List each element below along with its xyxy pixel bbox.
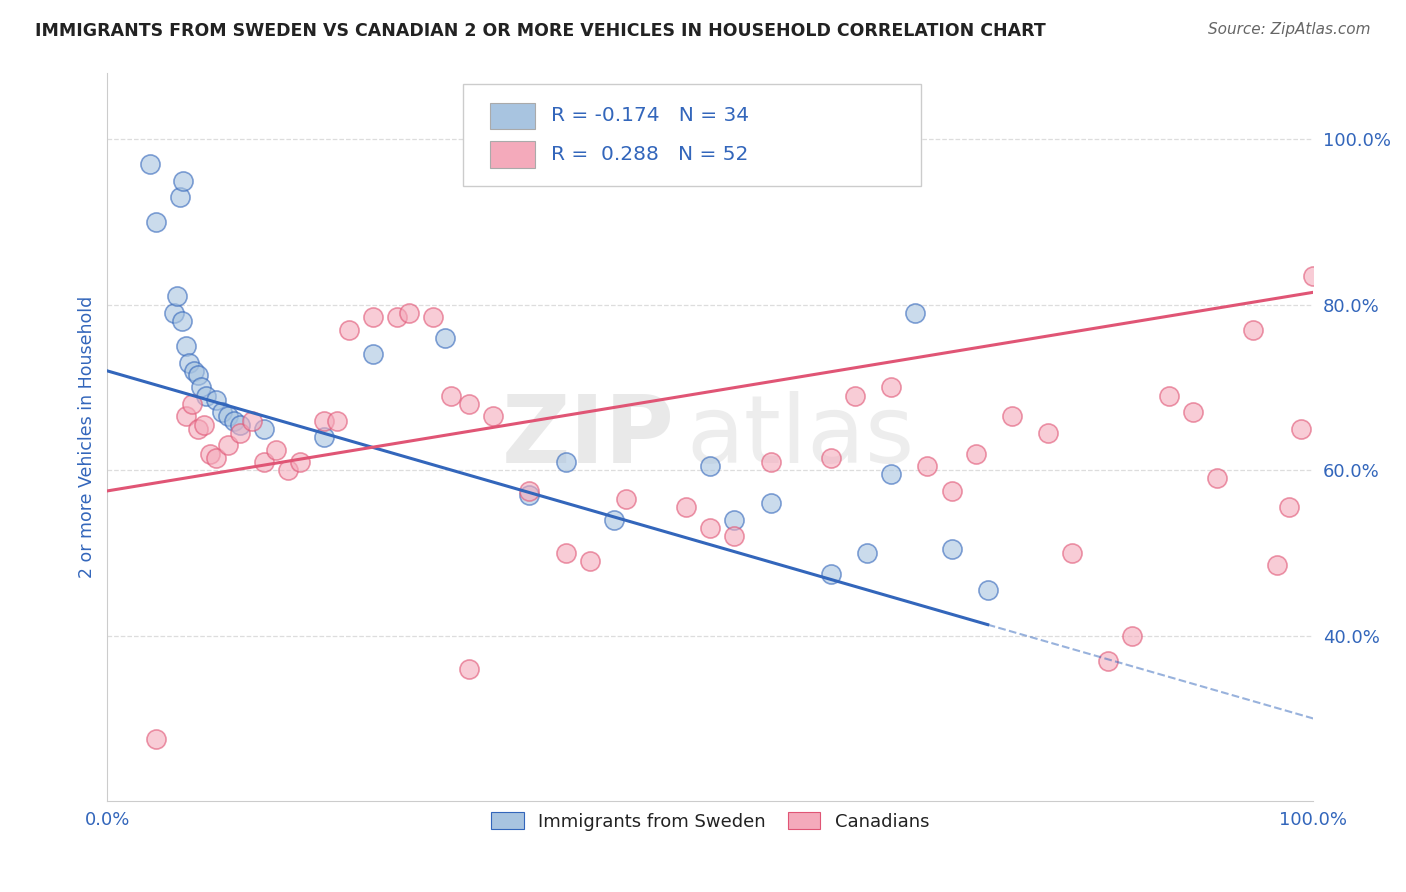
Point: [1289, 422, 1312, 436]
Point: [554, 455, 576, 469]
Point: [325, 413, 347, 427]
Point: [187, 368, 209, 382]
Point: [482, 409, 505, 424]
Point: [458, 662, 481, 676]
Point: [169, 190, 191, 204]
Point: [422, 310, 444, 325]
Point: [361, 347, 384, 361]
Point: [198, 447, 221, 461]
Point: [434, 331, 457, 345]
Point: [277, 463, 299, 477]
Text: R = -0.174   N = 34: R = -0.174 N = 34: [551, 106, 749, 126]
Point: [578, 554, 600, 568]
Point: [172, 314, 194, 328]
Point: [904, 306, 927, 320]
Point: [174, 409, 197, 424]
Point: [264, 442, 287, 457]
Point: [1278, 500, 1301, 515]
Point: [187, 422, 209, 436]
Point: [1205, 471, 1227, 485]
Point: [1121, 629, 1143, 643]
Point: [314, 413, 336, 427]
Point: [211, 405, 233, 419]
Point: [337, 322, 360, 336]
Point: [699, 459, 721, 474]
Point: [723, 513, 745, 527]
Point: [759, 496, 782, 510]
Point: [229, 425, 252, 440]
Y-axis label: 2 or more Vehicles in Household: 2 or more Vehicles in Household: [79, 296, 96, 578]
Point: [941, 483, 963, 498]
Point: [976, 583, 998, 598]
Point: [183, 364, 205, 378]
Point: [166, 289, 188, 303]
Point: [253, 422, 276, 436]
Point: [856, 546, 879, 560]
Point: [240, 413, 263, 427]
Point: [675, 500, 697, 515]
Point: [820, 566, 842, 581]
Point: [174, 339, 197, 353]
Point: [398, 306, 420, 320]
Point: [614, 492, 637, 507]
Point: [554, 546, 576, 560]
Point: [229, 417, 252, 432]
Point: [440, 389, 463, 403]
Point: [193, 417, 215, 432]
Point: [1036, 425, 1059, 440]
Point: [820, 450, 842, 465]
Point: [1097, 654, 1119, 668]
Text: IMMIGRANTS FROM SWEDEN VS CANADIAN 2 OR MORE VEHICLES IN HOUSEHOLD CORRELATION C: IMMIGRANTS FROM SWEDEN VS CANADIAN 2 OR …: [35, 22, 1046, 40]
Point: [138, 157, 160, 171]
Point: [519, 483, 541, 498]
FancyBboxPatch shape: [489, 142, 536, 168]
Point: [205, 392, 228, 407]
Point: [723, 529, 745, 543]
Legend: Immigrants from Sweden, Canadians: Immigrants from Sweden, Canadians: [482, 803, 938, 839]
Point: [699, 521, 721, 535]
Point: [361, 310, 384, 325]
Point: [290, 455, 312, 469]
Point: [172, 173, 194, 187]
Point: [180, 397, 202, 411]
Point: [145, 215, 167, 229]
Point: [217, 438, 239, 452]
Text: atlas: atlas: [686, 391, 914, 483]
FancyBboxPatch shape: [463, 84, 921, 186]
Point: [917, 459, 939, 474]
Point: [603, 513, 626, 527]
FancyBboxPatch shape: [489, 103, 536, 129]
Point: [163, 306, 186, 320]
Point: [179, 356, 201, 370]
Point: [1157, 389, 1180, 403]
Point: [965, 447, 987, 461]
Point: [1181, 405, 1204, 419]
Point: [1062, 546, 1084, 560]
Point: [205, 450, 228, 465]
Point: [253, 455, 276, 469]
Point: [880, 380, 903, 394]
Point: [844, 389, 866, 403]
Point: [1001, 409, 1024, 424]
Point: [880, 467, 903, 482]
Point: [222, 413, 245, 427]
Point: [458, 397, 481, 411]
Point: [941, 541, 963, 556]
Point: [195, 389, 218, 403]
Text: R =  0.288   N = 52: R = 0.288 N = 52: [551, 145, 748, 164]
Point: [145, 732, 167, 747]
Point: [314, 430, 336, 444]
Point: [217, 409, 239, 424]
Point: [385, 310, 408, 325]
Text: ZIP: ZIP: [502, 391, 673, 483]
Point: [519, 488, 541, 502]
Point: [1241, 322, 1264, 336]
Text: Source: ZipAtlas.com: Source: ZipAtlas.com: [1208, 22, 1371, 37]
Point: [759, 455, 782, 469]
Point: [190, 380, 212, 394]
Point: [1265, 558, 1288, 573]
Point: [1302, 268, 1324, 283]
